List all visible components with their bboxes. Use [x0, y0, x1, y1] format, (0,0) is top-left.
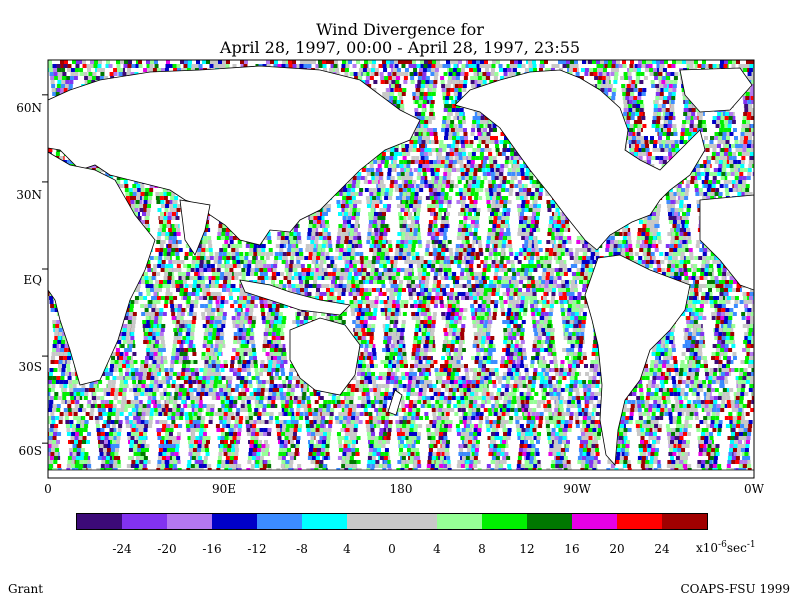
colorbar-label: 0 — [372, 542, 412, 556]
colorbar-label: 20 — [597, 542, 637, 556]
greenland — [679, 67, 753, 113]
colorbar-swatch — [347, 514, 392, 529]
lon-label-180: 180 — [371, 482, 431, 496]
colorbar-label: -16 — [192, 542, 232, 556]
colorbar-label: -20 — [147, 542, 187, 556]
south-america — [584, 254, 691, 466]
indonesia — [239, 279, 351, 316]
africa-west-bulge — [699, 194, 754, 291]
chart-subtitle-date-range: April 28, 1997, 00:00 - April 28, 1997, … — [0, 39, 800, 57]
colorbar-unit: x10-6sec-1 — [696, 540, 756, 555]
eurasia — [48, 65, 421, 246]
colorbar-swatch — [392, 514, 437, 529]
colorbar-swatch — [212, 514, 257, 529]
lat-label-30s: 30S — [2, 360, 43, 374]
colorbar-swatch — [77, 514, 122, 529]
colorbar-swatch — [302, 514, 347, 529]
lon-label-0: 0 — [18, 482, 78, 496]
credit-author: Grant — [8, 582, 43, 596]
axis-ticks — [42, 94, 48, 444]
new-zealand — [387, 389, 403, 416]
colorbar-label: 12 — [507, 542, 547, 556]
lat-label-eq: EQ — [2, 273, 42, 287]
lon-label-90e: 90E — [194, 482, 254, 496]
colorbar-label: -8 — [282, 542, 322, 556]
credit-org: COAPS-FSU 1999 — [681, 582, 791, 596]
colorbar-swatch — [437, 514, 482, 529]
colorbar-label: 4 — [327, 542, 367, 556]
colorbar-swatch — [257, 514, 302, 529]
colorbar-label: -24 — [102, 542, 142, 556]
colorbar-swatch — [167, 514, 212, 529]
unit-prefix: x10 — [696, 541, 718, 555]
north-america — [454, 69, 706, 251]
colorbar-label: -12 — [237, 542, 277, 556]
colorbar-swatch — [572, 514, 617, 529]
colorbar — [76, 513, 708, 530]
antarctica — [48, 469, 754, 478]
colorbar-label: 8 — [462, 542, 502, 556]
africa — [48, 151, 156, 386]
lat-label-60n: 60N — [2, 101, 42, 115]
colorbar-swatch — [617, 514, 662, 529]
colorbar-swatch — [482, 514, 527, 529]
chart-title: Wind Divergence for — [0, 21, 800, 39]
unit-exp2: -1 — [747, 540, 756, 550]
colorbar-swatch — [122, 514, 167, 529]
continents — [48, 65, 754, 478]
colorbar-label: 16 — [552, 542, 592, 556]
india — [179, 199, 211, 256]
unit-suffix: sec — [727, 541, 747, 555]
colorbar-swatch — [662, 514, 707, 529]
colorbar-label: 24 — [642, 542, 682, 556]
lon-label-90w: 90W — [547, 482, 607, 496]
lat-label-60s: 60S — [2, 444, 43, 458]
lat-label-30n: 30N — [2, 188, 42, 202]
australia — [289, 317, 361, 396]
lon-label-0w: 0W — [724, 482, 784, 496]
colorbar-swatch — [527, 514, 572, 529]
colorbar-label: 4 — [417, 542, 457, 556]
unit-exp: -6 — [718, 540, 727, 550]
